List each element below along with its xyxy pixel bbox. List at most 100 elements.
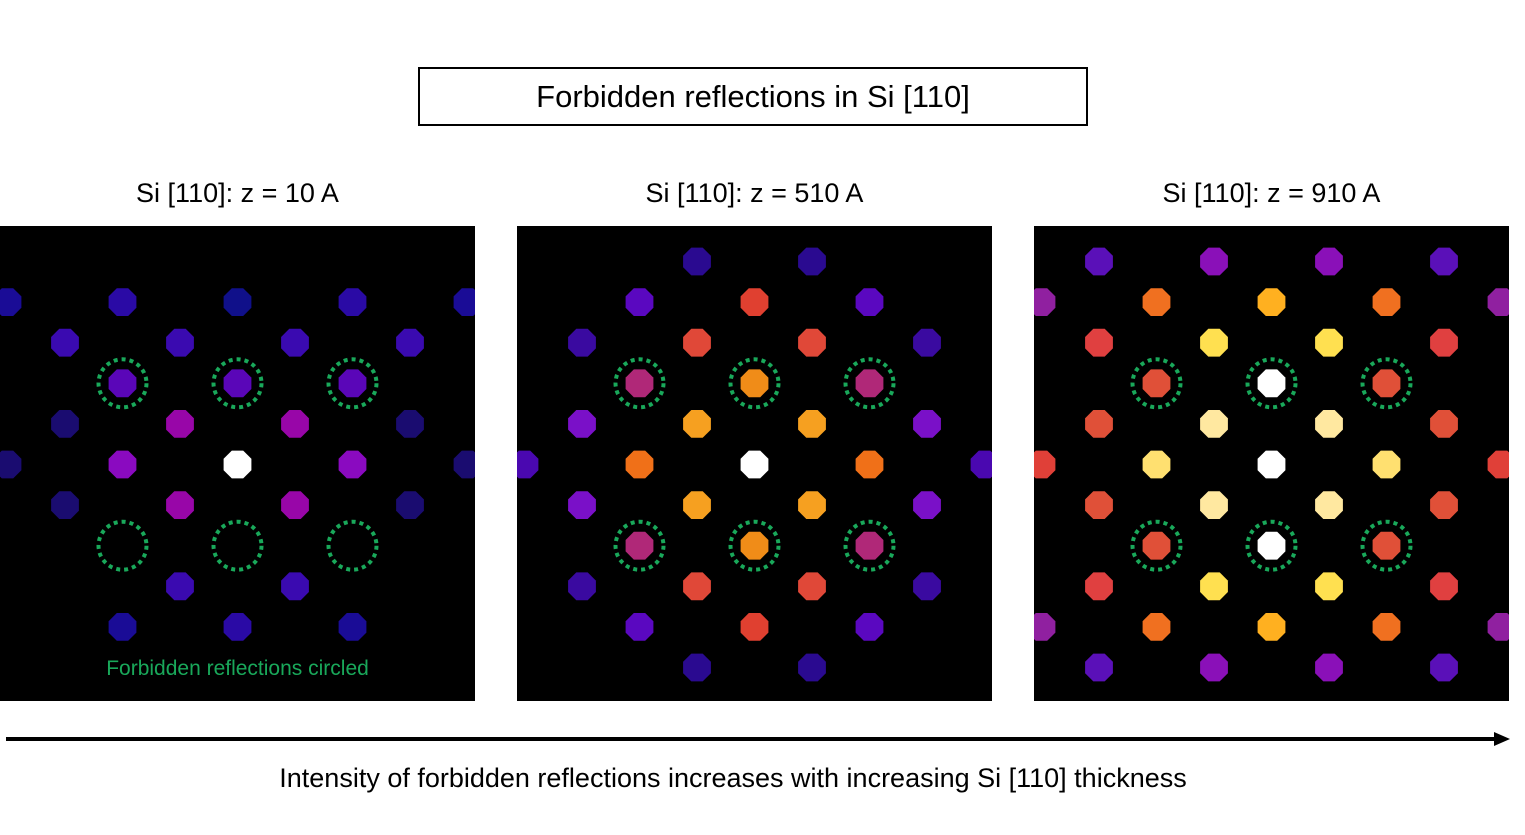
diffraction-spot <box>1200 328 1228 357</box>
diffraction-spot <box>740 369 769 398</box>
diffraction-spot <box>51 410 79 438</box>
diffraction-spot <box>740 531 769 560</box>
forbidden-reflection-circle <box>326 519 379 572</box>
forbidden-reflection-circle <box>96 519 149 572</box>
diffraction-spot <box>1372 288 1401 316</box>
diffraction-spot <box>1372 450 1401 479</box>
diffraction-spot <box>1487 450 1509 479</box>
diffraction-spot <box>855 531 884 560</box>
diffraction-spot <box>453 450 475 479</box>
diffraction-spot <box>1257 369 1286 398</box>
diffraction-spot <box>798 328 826 357</box>
diffraction-spot <box>1372 613 1401 641</box>
diffraction-pattern-z910 <box>1034 226 1509 701</box>
diffraction-spot <box>625 531 654 560</box>
diffraction-spot <box>0 450 22 479</box>
diffraction-spot <box>568 491 596 519</box>
diffraction-spot <box>1085 572 1113 601</box>
forbidden-reflection-circle <box>1360 519 1413 572</box>
thickness-arrow <box>6 732 1510 746</box>
diffraction-spot <box>1142 369 1171 398</box>
diffraction-spot <box>740 450 769 479</box>
diffraction-spot <box>855 450 884 479</box>
diffraction-spot <box>1315 410 1343 438</box>
panel-label-z910: Si [110]: z = 910 A <box>1162 178 1381 208</box>
diffraction-spot <box>683 247 711 276</box>
diffraction-spots-z910 <box>1034 247 1509 682</box>
diffraction-spot <box>855 369 884 398</box>
diffraction-spot <box>108 369 137 398</box>
diffraction-spot <box>683 491 711 519</box>
diffraction-spot <box>683 653 711 682</box>
thickness-arrow-head <box>1494 732 1510 746</box>
diffraction-spot <box>1315 491 1343 519</box>
diffraction-spot <box>1085 491 1113 519</box>
diffraction-spot <box>625 369 654 398</box>
diffraction-spot <box>970 450 992 479</box>
diffraction-spot <box>281 328 309 357</box>
diffraction-spot <box>1430 328 1458 357</box>
diffraction-spots-z10 <box>0 288 475 641</box>
diffraction-spot <box>281 410 309 438</box>
diffraction-spot <box>1085 328 1113 357</box>
diffraction-spot <box>913 491 941 519</box>
diffraction-spot <box>798 247 826 276</box>
diffraction-spot <box>1315 247 1343 276</box>
diffraction-spot <box>1430 653 1458 682</box>
diffraction-spot <box>1257 288 1286 316</box>
diffraction-spot <box>1372 369 1401 398</box>
diffraction-spot <box>1200 410 1228 438</box>
diffraction-spot <box>683 572 711 601</box>
diffraction-spot <box>1257 613 1286 641</box>
figure-title: Forbidden reflections in Si [110] <box>418 67 1088 126</box>
diffraction-spot <box>1085 247 1113 276</box>
diffraction-spot <box>223 450 252 479</box>
diffraction-spot <box>1430 247 1458 276</box>
diffraction-spot <box>855 613 884 641</box>
diffraction-pattern-z10: Forbidden reflections circled <box>0 226 475 701</box>
diffraction-spot <box>913 572 941 601</box>
diffraction-spot <box>1315 328 1343 357</box>
diffraction-spot <box>568 410 596 438</box>
diffraction-spot <box>396 491 424 519</box>
panel-label-z10: Si [110]: z = 10 A <box>136 178 339 208</box>
diffraction-spot <box>166 572 194 601</box>
diffraction-spot <box>913 410 941 438</box>
diffraction-spot <box>1200 572 1228 601</box>
diffraction-spot <box>338 613 367 641</box>
diffraction-spot <box>1430 491 1458 519</box>
diffraction-spot <box>1200 653 1228 682</box>
diffraction-spot <box>166 491 194 519</box>
diffraction-spot <box>1034 288 1056 316</box>
forbidden-reflections-note: Forbidden reflections circled <box>106 657 369 680</box>
diffraction-spot <box>1142 288 1171 316</box>
forbidden-reflection-circle <box>1130 519 1183 572</box>
diffraction-spots-z510 <box>517 247 992 682</box>
diffraction-spot <box>51 491 79 519</box>
diffraction-spot <box>855 288 884 316</box>
diffraction-spot <box>453 288 475 316</box>
diffraction-spot <box>517 450 539 479</box>
diffraction-spot <box>108 613 137 641</box>
diffraction-spot <box>223 369 252 398</box>
diffraction-spot <box>223 613 252 641</box>
diffraction-spot <box>1487 288 1509 316</box>
diffraction-pattern-z510 <box>517 226 992 701</box>
diffraction-spot <box>798 653 826 682</box>
panel-label-z510: Si [110]: z = 510 A <box>645 178 864 208</box>
diffraction-spot <box>740 613 769 641</box>
diffraction-spot <box>338 369 367 398</box>
diffraction-spot <box>798 491 826 519</box>
diffraction-spot <box>108 450 137 479</box>
diffraction-spot <box>166 410 194 438</box>
diffraction-spot <box>568 328 596 357</box>
diffraction-spot <box>281 572 309 601</box>
diffraction-spot <box>223 288 252 316</box>
diffraction-spot <box>338 450 367 479</box>
diffraction-spot <box>625 613 654 641</box>
forbidden-reflection-circle <box>211 519 264 572</box>
diffraction-spot <box>798 410 826 438</box>
diffraction-spot <box>1142 613 1171 641</box>
diffraction-spot <box>625 450 654 479</box>
diffraction-spot <box>396 410 424 438</box>
